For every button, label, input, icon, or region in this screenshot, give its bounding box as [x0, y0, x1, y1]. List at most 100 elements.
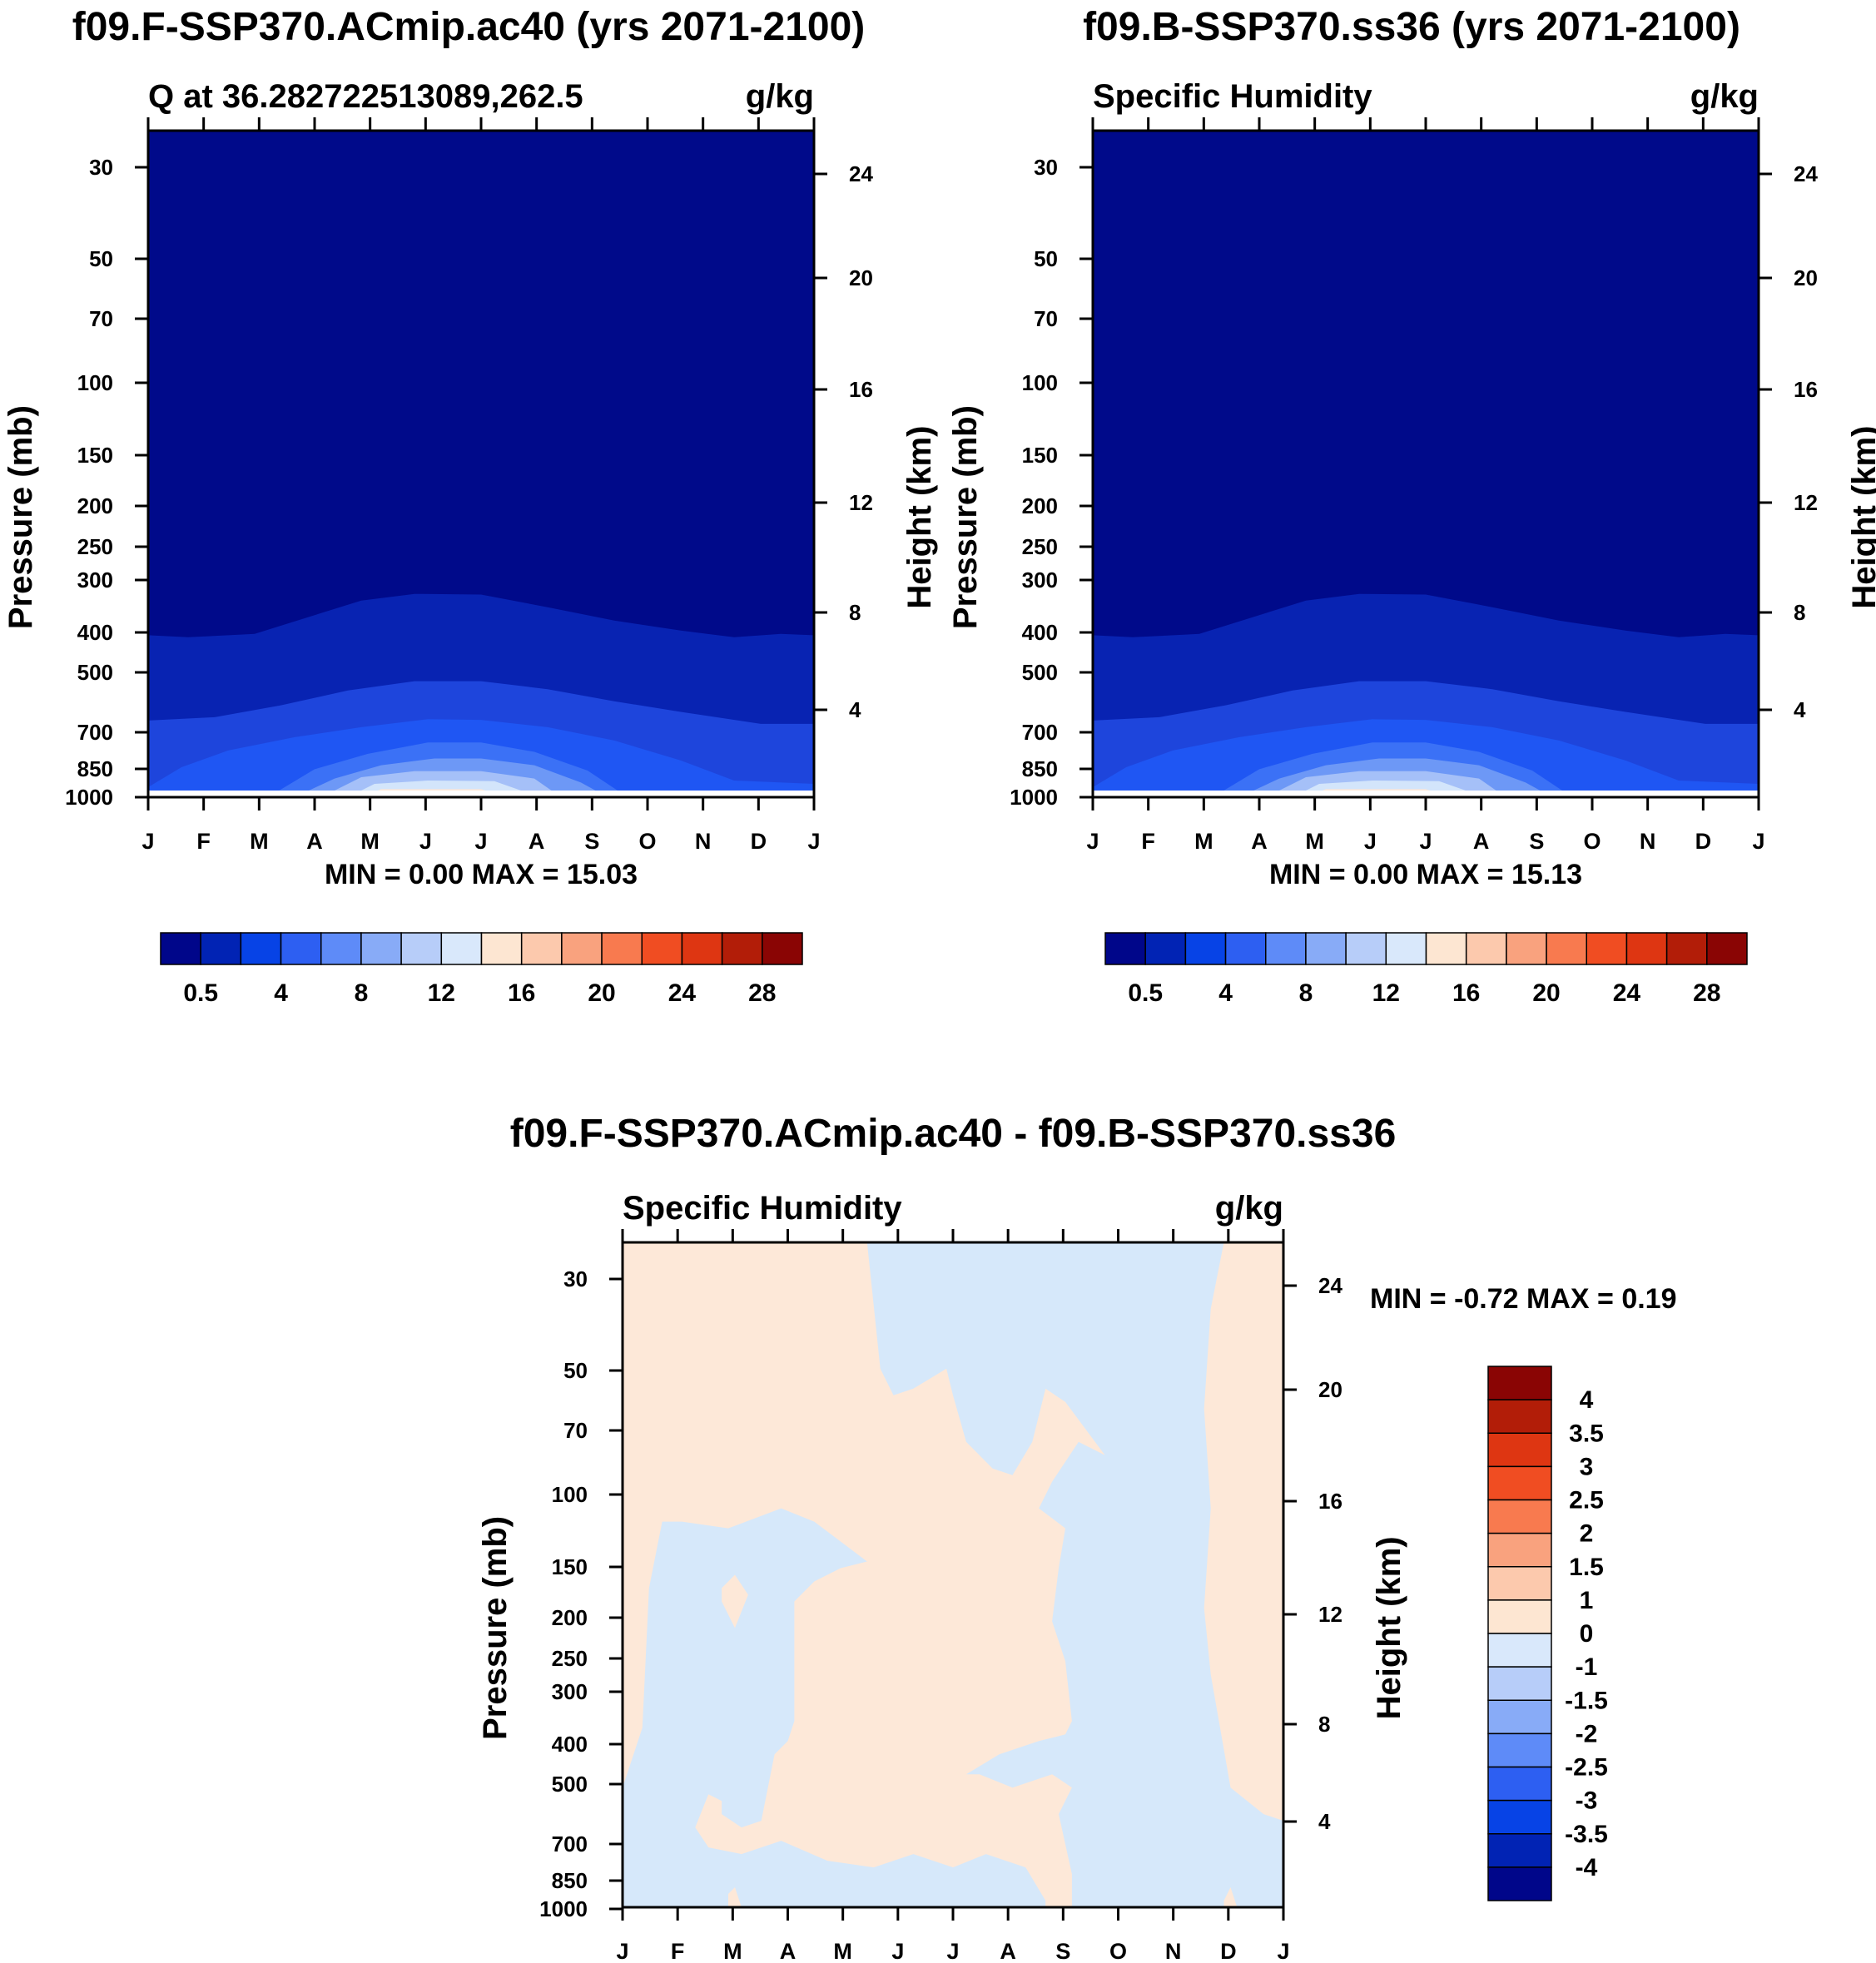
colorbar-label: 4: [1580, 1386, 1594, 1414]
colorbar-label: 8: [1299, 979, 1313, 1007]
month-label: M: [1305, 829, 1324, 854]
height-tick-label: 8: [1318, 1712, 1330, 1737]
month-label: M: [833, 1939, 852, 1963]
pressure-tick-label: 850: [1022, 756, 1058, 781]
colorbar-label: 2: [1580, 1520, 1594, 1548]
colorbar-label: 4: [274, 979, 288, 1007]
month-label: S: [584, 829, 599, 854]
panel-3-title: f09.F-SSP370.ACmip.ac40 - f09.B-SSP370.s…: [510, 1112, 1397, 1156]
colorbar-1: 0.5 4 8 12 16 20 24 28: [160, 932, 803, 1007]
y-axis-title: Pressure (mb): [477, 1516, 514, 1740]
pressure-tick-label: 500: [77, 660, 113, 685]
height-tick-label: 20: [849, 265, 873, 290]
month-label: F: [671, 1939, 685, 1963]
colorbar-label: 0.5: [1128, 979, 1163, 1007]
month-label: J: [1086, 829, 1099, 854]
y2-axis-title: Height (km): [1371, 1536, 1407, 1719]
month-label: A: [1251, 829, 1268, 854]
y-axis-title: Pressure (mb): [2, 405, 39, 629]
y2-axis-title: Height (km): [1846, 426, 1876, 609]
colorbar-box: [1586, 932, 1628, 965]
pressure-tick-label: 30: [563, 1267, 588, 1291]
colorbar-label: 12: [428, 979, 455, 1007]
colorbar-box: [1487, 1833, 1552, 1868]
colorbar-box: [561, 932, 603, 965]
height-tick-label: 24: [1318, 1273, 1342, 1298]
month-label: J: [946, 1939, 959, 1963]
colorbar-box: [762, 932, 803, 965]
y2-axis-title: Height (km): [901, 426, 938, 609]
colorbar-box: [1487, 1465, 1552, 1501]
month-label: O: [1109, 1939, 1127, 1963]
month-label: M: [360, 829, 380, 854]
panel-3: J F M A M J J A S O N D J 30 50 70 100 150 200 250 300 400 500…: [477, 1190, 1407, 1963]
colorbar-box: [520, 932, 563, 965]
height-tick-label: 16: [1318, 1489, 1342, 1514]
contour-fill-surface: [1093, 790, 1759, 797]
colorbar-box: [1305, 932, 1347, 965]
pressure-tick-label: 250: [552, 1646, 588, 1671]
height-tick-label: 16: [849, 377, 873, 402]
height-tick-label: 4: [1318, 1809, 1331, 1834]
colorbar-3: 4 3.5 3 2.5 2 1.5 1 0 -1 -1.5 -2 -2.5 -3 -3.5 -4: [1487, 1366, 1608, 1901]
month-label: J: [1277, 1939, 1289, 1963]
units-label: g/kg: [1215, 1190, 1283, 1227]
pressure-tick-label: 400: [1022, 620, 1058, 645]
colorbar-box: [1665, 932, 1708, 965]
colorbar-label: 20: [1532, 979, 1560, 1007]
contour-fill-negative: [866, 1242, 1283, 1907]
colorbar-label: 28: [1693, 979, 1720, 1007]
colorbar-box: [240, 932, 282, 965]
pressure-tick-label: 250: [77, 534, 113, 559]
height-tick-label: 24: [1794, 161, 1818, 186]
colorbar-box: [1487, 1566, 1552, 1601]
colorbar-label: -1: [1576, 1653, 1598, 1681]
colorbar-box: [1487, 1399, 1552, 1434]
colorbar-label: 3: [1580, 1453, 1594, 1480]
pressure-tick-label: 700: [1022, 720, 1058, 745]
pressure-tick-label: 700: [77, 720, 113, 745]
colorbar-box: [1487, 1633, 1552, 1668]
pressure-tick-label: 200: [77, 493, 113, 518]
colorbar-box: [400, 932, 443, 965]
colorbar-box: [1265, 932, 1307, 965]
colorbar-label: -3.5: [1565, 1821, 1608, 1848]
colorbar-box: [1487, 1699, 1552, 1735]
pressure-tick-label: 1000: [1010, 785, 1058, 810]
colorbar-box: [1706, 932, 1748, 965]
units-label: g/kg: [1690, 78, 1759, 115]
pressure-tick-label: 70: [89, 306, 113, 331]
month-label: J: [419, 829, 432, 854]
month-label: O: [638, 829, 656, 854]
height-tick-label: 12: [849, 490, 873, 515]
pressure-tick-label: 300: [1022, 568, 1058, 592]
contour-fill-positive-island: [1223, 1887, 1238, 1907]
height-tick-label: 20: [1318, 1377, 1342, 1402]
colorbar-label: -1.5: [1565, 1687, 1608, 1714]
month-label: A: [780, 1939, 797, 1963]
colorbar-label: -2.5: [1565, 1754, 1608, 1782]
colorbar-box: [721, 932, 763, 965]
month-label: J: [807, 829, 820, 854]
colorbar-label: 16: [1452, 979, 1480, 1007]
colorbar-box: [1625, 932, 1668, 965]
pressure-tick-label: 50: [1034, 246, 1058, 271]
height-tick-label: 12: [1794, 490, 1818, 515]
pressure-tick-label: 300: [552, 1679, 588, 1704]
month-label: D: [1695, 829, 1712, 854]
pressure-tick-label: 100: [1022, 370, 1058, 395]
height-tick-label: 8: [1794, 600, 1805, 625]
pressure-tick-label: 70: [1034, 306, 1058, 331]
colorbar-box: [200, 932, 242, 965]
month-label: A: [529, 829, 545, 854]
colorbar-box: [1487, 1432, 1552, 1468]
panel-2: J F M A M J J A S O N D J 30 50 70 100 150 200 250 300 400 500…: [947, 78, 1876, 854]
colorbar-box: [360, 932, 402, 965]
pressure-tick-label: 150: [552, 1554, 588, 1579]
colorbar-box: [440, 932, 483, 965]
left-string: Specific Humidity: [623, 1190, 902, 1227]
month-label: J: [1752, 829, 1764, 854]
colorbar-label: 28: [748, 979, 776, 1007]
colorbar-box: [1487, 1866, 1552, 1901]
height-tick-label: 12: [1318, 1602, 1342, 1627]
